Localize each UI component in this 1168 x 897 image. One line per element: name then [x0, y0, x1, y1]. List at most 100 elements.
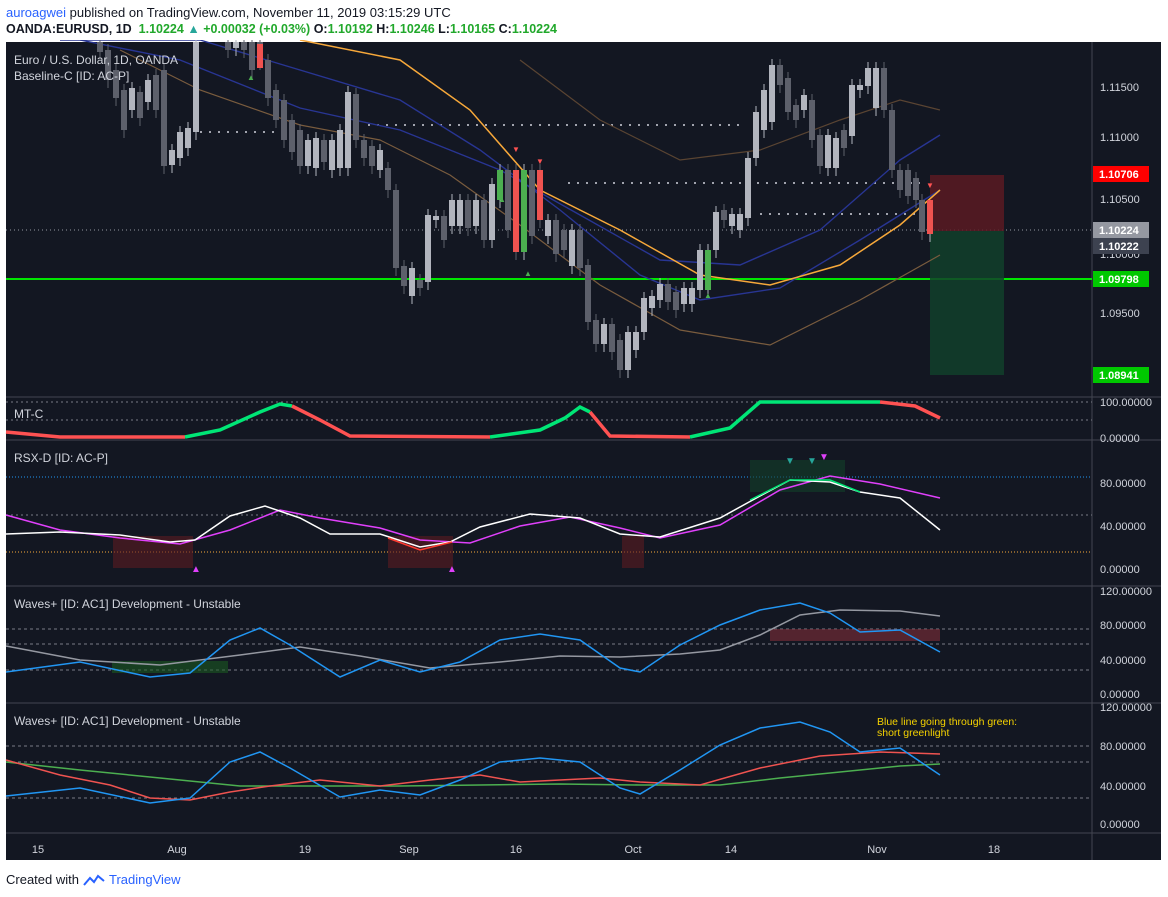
- low-value: 1.10165: [449, 22, 496, 36]
- rsx-tick-label: 0.00000: [1100, 564, 1140, 576]
- candle-body: [409, 268, 415, 296]
- candle-body: [441, 216, 447, 240]
- candle-body: [649, 296, 655, 308]
- signal-candle: [513, 170, 519, 252]
- rsx-marker: ▼: [785, 456, 795, 467]
- candle-body: [281, 100, 287, 140]
- waves1-zone: [770, 629, 940, 641]
- candle-body: [753, 112, 759, 158]
- main-pane[interactable]: ▼ ▼ ▼ ▲ ▲ ▲ ▲: [6, 40, 1092, 378]
- rsx-red-segment: [387, 537, 453, 551]
- candle-body: [881, 68, 887, 110]
- waves2-tick-label: 40.00000: [1100, 781, 1146, 793]
- mtc-line-green: [689, 400, 880, 439]
- candle-body: [393, 190, 399, 268]
- baseline: [299, 40, 941, 286]
- annotation-line1: Blue line going through green:: [877, 716, 1017, 728]
- close-label: C:: [498, 22, 512, 36]
- candle-body: [369, 146, 375, 166]
- mtc-line-red: [588, 410, 691, 439]
- signal-candle: [497, 170, 503, 200]
- time-tick-label: 16: [510, 844, 522, 856]
- rsx-green-segment: [749, 479, 861, 501]
- candle-body: [801, 95, 807, 110]
- candle-body: [729, 214, 735, 226]
- candle-body: [785, 78, 791, 112]
- signal-marker: ▲: [524, 269, 532, 278]
- mtc-line-green: [184, 402, 293, 439]
- time-tick-label: Oct: [624, 844, 641, 856]
- candle-body: [185, 128, 191, 148]
- rsx-signal-line: [5, 475, 941, 545]
- rsx-marker: ▲: [447, 564, 457, 575]
- waves1-tick-label: 0.00000: [1100, 689, 1140, 701]
- waves2-tick-label: 80.00000: [1100, 741, 1146, 753]
- waves1-tick-label: 40.00000: [1100, 655, 1146, 667]
- candle-body: [833, 138, 839, 168]
- position-risk-box: [930, 175, 1004, 231]
- candle-body: [857, 85, 863, 90]
- waves1-tick-label: 80.00000: [1100, 620, 1146, 632]
- time-axis[interactable]: 15 Aug 19 Sep 16 Oct 14 Nov 18: [32, 844, 1000, 856]
- rsx-pane[interactable]: ▲ ▲▼ ▼ ▼: [5, 452, 1092, 575]
- waves2-fast-line: [5, 721, 941, 804]
- price-axis[interactable]: 1.115001.110001.105001.100001.095001.090…: [1093, 82, 1152, 831]
- candle-body: [905, 170, 911, 196]
- candle-body: [681, 288, 687, 304]
- position-reward-box: [930, 231, 1004, 375]
- signal-marker: ▼: [512, 145, 520, 154]
- symbol-header: OANDA:EURUSD, 1D 1.10224 ▲ +0.00032 (+0.…: [6, 22, 557, 36]
- waves1-pane[interactable]: [5, 602, 1092, 678]
- candle-body: [889, 110, 895, 170]
- candle-body: [481, 200, 487, 240]
- tradingview-link[interactable]: TradingView: [108, 872, 181, 887]
- candle-body: [113, 70, 119, 98]
- mtc-pane[interactable]: [5, 400, 1092, 439]
- candle-body: [465, 200, 471, 228]
- candle-body: [401, 266, 407, 286]
- candle-body: [297, 130, 303, 166]
- price-tag: [1093, 166, 1149, 182]
- candle-body: [617, 340, 623, 370]
- annotation-line2: short greenlight: [877, 727, 949, 739]
- candle-body: [489, 184, 495, 240]
- mtc-tick-label: 0.00000: [1100, 433, 1140, 445]
- candle-body: [233, 42, 239, 48]
- candle-body: [313, 138, 319, 168]
- candle-body: [137, 92, 143, 118]
- candle-body: [153, 75, 159, 110]
- low-label: L:: [438, 22, 450, 36]
- chart-canvas[interactable]: ▼▼▼▲▲▲▲ ▲ ▲▼ ▼ ▼ 1.115001.110001.105001.100…: [0, 40, 1168, 860]
- candle-body: [919, 200, 925, 232]
- mtc-tick-label: 100.00000: [1100, 397, 1152, 409]
- candle-body: [697, 250, 703, 290]
- candle-body: [457, 200, 463, 226]
- upper-band: [519, 59, 941, 161]
- high-value: 1.10246: [389, 22, 435, 36]
- waves2-red-line: [5, 751, 941, 801]
- price-change: +0.00032 (+0.03%): [203, 22, 311, 36]
- candle-body: [97, 42, 103, 52]
- author-link[interactable]: auroagwei: [6, 5, 66, 20]
- high-label: H:: [376, 22, 390, 36]
- signal-marker: ▲: [498, 195, 506, 204]
- waves1-fast-line: [5, 602, 941, 678]
- waves2-pane[interactable]: [5, 721, 1092, 804]
- mtc-line-red: [291, 404, 491, 439]
- candle-body: [809, 100, 815, 140]
- price-tag-label: 1.08941: [1099, 370, 1139, 382]
- candle-body: [337, 130, 343, 168]
- candle-body: [593, 320, 599, 344]
- main-indicator-label: Baseline-C [ID: AC-P]: [14, 69, 129, 83]
- candle-body: [825, 135, 831, 168]
- waves2-tick-label: 120.00000: [1100, 702, 1152, 714]
- footer: Created with TradingView: [6, 872, 181, 887]
- candle-body: [193, 42, 199, 132]
- candle-body: [145, 80, 151, 102]
- rsx-tick-label: 80.00000: [1100, 478, 1146, 490]
- price-tick-label: 1.10500: [1100, 194, 1140, 206]
- waves1-title: Waves+ [ID: AC1] Development - Unstable: [14, 597, 241, 611]
- rsx-title: RSX-D [ID: AC-P]: [14, 451, 108, 465]
- candle-body: [161, 70, 167, 166]
- time-tick-label: 18: [988, 844, 1000, 856]
